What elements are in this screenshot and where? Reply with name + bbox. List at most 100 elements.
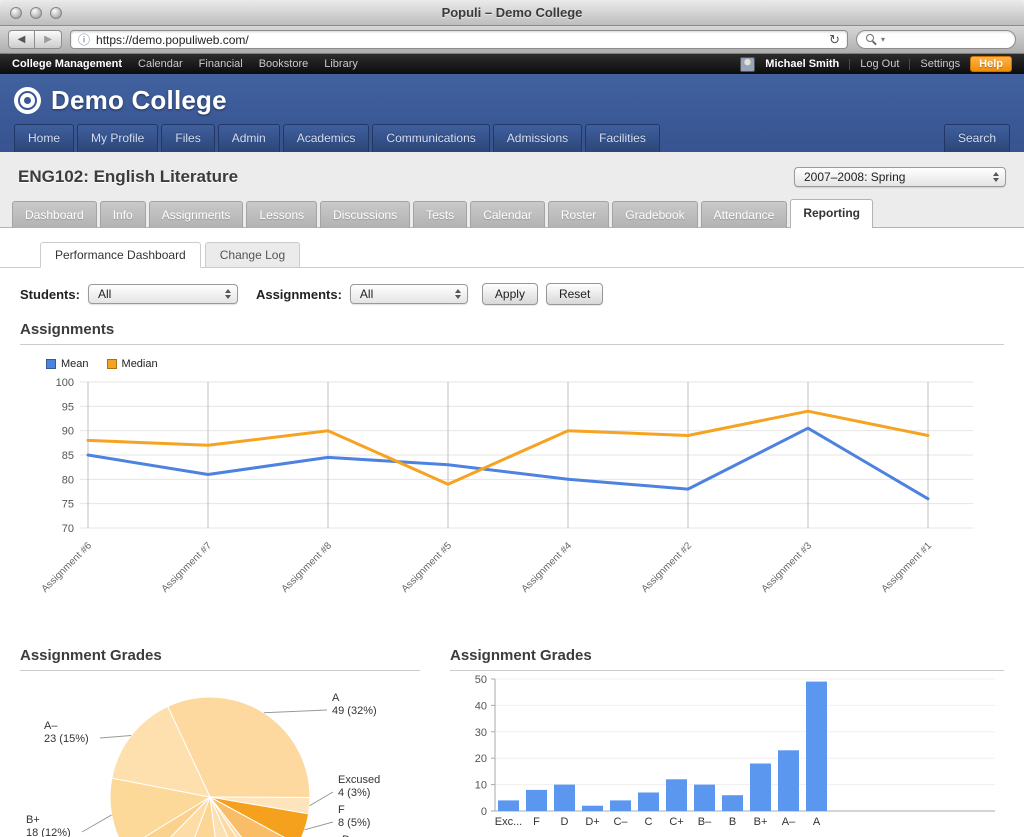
svg-text:C–: C–	[613, 816, 628, 828]
divider	[909, 58, 911, 70]
back-button[interactable]: ◀	[8, 30, 35, 49]
user-name-link[interactable]: Michael Smith	[765, 58, 840, 70]
app-nav-link-college-management[interactable]: College Management	[12, 58, 123, 70]
course-tab-discussions[interactable]: Discussions	[320, 201, 411, 228]
legend-median: Median	[106, 358, 158, 370]
svg-text:D: D	[561, 816, 569, 828]
svg-text:B+: B+	[26, 814, 40, 826]
svg-text:Assignment #5: Assignment #5	[400, 540, 455, 595]
svg-text:50: 50	[475, 674, 487, 686]
main-nav-tabs: Home My Profile Files Admin Academics Communi…	[14, 124, 1010, 152]
apply-button[interactable]: Apply	[481, 283, 538, 305]
svg-text:Assignment #3: Assignment #3	[760, 540, 815, 595]
svg-text:100: 100	[56, 377, 74, 389]
course-tab-assignments[interactable]: Assignments	[148, 201, 244, 228]
reset-button[interactable]: Reset	[545, 283, 604, 305]
page-header: ENG102: English Literature 2007–2008: Sp…	[0, 152, 1024, 187]
settings-link[interactable]: Settings	[920, 58, 961, 70]
forward-button[interactable]: ▶	[35, 30, 62, 49]
term-select[interactable]: 2007–2008: Spring	[794, 167, 1006, 187]
assignments-select-value: All	[359, 287, 374, 301]
subtab-change-log[interactable]: Change Log	[204, 242, 301, 268]
nav-tab-facilities[interactable]: Facilities	[585, 124, 660, 152]
students-select-value: All	[97, 287, 112, 301]
college-seal-icon	[14, 86, 41, 114]
svg-text:85: 85	[62, 450, 74, 462]
svg-text:A: A	[813, 816, 821, 828]
select-arrows-icon	[993, 172, 999, 182]
page-title: ENG102: English Literature	[18, 167, 239, 186]
course-tab-attendance[interactable]: Attendance	[700, 201, 788, 228]
content-panel: Performance Dashboard Change Log Students…	[0, 227, 1024, 837]
course-tab-gradebook[interactable]: Gradebook	[612, 201, 698, 228]
minimize-button[interactable]	[30, 6, 42, 19]
svg-text:Assignment #7: Assignment #7	[160, 540, 215, 595]
svg-text:95: 95	[62, 401, 74, 413]
svg-text:90: 90	[62, 426, 74, 438]
course-tab-tests[interactable]: Tests	[413, 201, 468, 228]
zoom-button[interactable]	[50, 6, 62, 19]
svg-text:F: F	[533, 816, 540, 828]
nav-tab-admissions[interactable]: Admissions	[492, 124, 583, 152]
course-tab-roster[interactable]: Roster	[547, 201, 610, 228]
svg-text:Assignment #1: Assignment #1	[880, 540, 935, 595]
svg-text:4 (3%): 4 (3%)	[338, 787, 370, 799]
nav-tab-academics[interactable]: Academics	[282, 124, 370, 152]
nav-tab-communications[interactable]: Communications	[372, 124, 490, 152]
svg-text:Excused: Excused	[338, 774, 380, 786]
svg-text:30: 30	[475, 727, 487, 739]
svg-text:Exc...: Exc...	[495, 816, 523, 828]
window-titlebar: Populi – Demo College	[0, 0, 1024, 26]
app-nav-links: College Management Calendar Financial Books…	[12, 58, 358, 70]
window-controls	[10, 6, 62, 19]
app-nav-link-library[interactable]: Library	[324, 58, 358, 70]
svg-text:A: A	[332, 692, 340, 704]
search-button[interactable]: Search	[943, 124, 1010, 152]
assignments-select[interactable]: All	[349, 284, 468, 304]
students-label: Students:	[20, 286, 80, 302]
svg-text:C: C	[645, 816, 653, 828]
grades-bar-chart: 0 10 20 30 40 50 Exc... F D D+ C– C C+ B– B B+ A– A	[450, 671, 1004, 837]
url-field[interactable]: ⓘ https://demo.populiweb.com/ ↻	[70, 30, 848, 49]
pie-section-title: Assignment Grades	[20, 647, 420, 671]
svg-text:40: 40	[475, 700, 487, 712]
browser-search-field[interactable]: ▾	[856, 30, 1016, 49]
students-select[interactable]: All	[87, 284, 238, 304]
select-arrows-icon	[224, 289, 231, 299]
svg-text:C+: C+	[669, 816, 683, 828]
svg-text:B–: B–	[698, 816, 712, 828]
app-nav-link-financial[interactable]: Financial	[198, 58, 243, 70]
course-tab-lessons[interactable]: Lessons	[246, 201, 318, 228]
assignments-label: Assignments:	[255, 286, 342, 302]
course-tab-info[interactable]: Info	[99, 201, 146, 228]
course-tab-calendar[interactable]: Calendar	[470, 201, 545, 228]
course-tab-reporting[interactable]: Reporting	[790, 199, 873, 228]
window-title: Populi – Demo College	[441, 5, 583, 20]
nav-tab-admin[interactable]: Admin	[217, 124, 280, 152]
college-name: Demo College	[51, 84, 227, 115]
nav-tab-files[interactable]: Files	[161, 124, 215, 152]
svg-text:A–: A–	[782, 816, 796, 828]
select-arrows-icon	[454, 289, 461, 299]
app-navbar: College Management Calendar Financial Books…	[0, 54, 1024, 74]
assignments-section-title: Assignments	[20, 321, 1004, 345]
svg-text:Assignment #8: Assignment #8	[280, 540, 335, 595]
logout-link[interactable]: Log Out	[860, 58, 900, 70]
subtab-performance-dashboard[interactable]: Performance Dashboard	[40, 242, 201, 268]
browser-toolbar: ◀ ▶ ⓘ https://demo.populiweb.com/ ↻ ▾	[0, 26, 1024, 54]
legend-swatch	[106, 359, 117, 369]
svg-text:Assignment #4: Assignment #4	[520, 540, 575, 595]
course-tab-dashboard[interactable]: Dashboard	[12, 201, 97, 228]
help-button[interactable]: Help	[970, 56, 1012, 72]
app-nav-link-calendar[interactable]: Calendar	[138, 58, 183, 70]
svg-text:Assignment #2: Assignment #2	[640, 540, 695, 595]
nav-tab-my-profile[interactable]: My Profile	[77, 124, 159, 152]
svg-text:80: 80	[62, 474, 74, 486]
divider	[849, 58, 851, 70]
close-button[interactable]	[10, 6, 22, 19]
app-nav-link-bookstore[interactable]: Bookstore	[258, 58, 309, 70]
college-header: Demo College Home My Profile Files Admin Aca…	[0, 74, 1024, 152]
nav-tab-home[interactable]: Home	[14, 124, 75, 152]
reload-icon[interactable]: ↻	[829, 32, 840, 47]
